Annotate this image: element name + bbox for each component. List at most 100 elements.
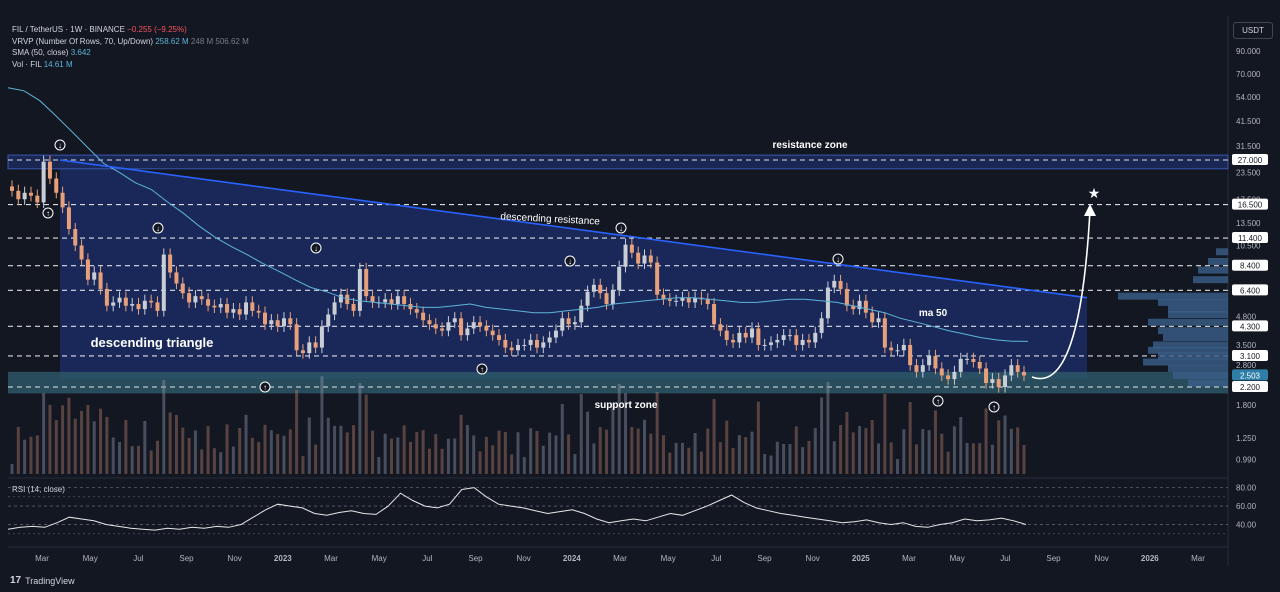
symbol-row[interactable]: FIL / TetherUS · 1W · BINANCE −0.255 (−9… [12,24,249,36]
volume-bar [193,430,197,474]
volume-bar [902,429,906,474]
candle-body [433,324,438,329]
up-arrow-marker-icon [476,363,488,375]
candle-body [130,304,135,306]
candle-body [825,287,830,319]
time-tick-label: Jul [422,554,432,563]
time-tick-label: 2025 [852,554,870,563]
time-tick-label: Mar [324,554,338,563]
volume-bar [491,445,495,474]
down-arrow-glyph: ↓ [619,224,623,233]
price-level-tag: 4.300 [1232,320,1268,332]
rsi-legend[interactable]: RSI (14, close) [12,485,65,494]
volume-bar [718,442,722,474]
volume-bar [225,424,229,474]
volume-bar [402,425,406,474]
volume-bar [263,424,267,474]
price-tick-label: 13.500 [1236,219,1261,228]
volume-bar [668,452,672,474]
candle-body [446,322,451,331]
volume-bar [377,457,381,474]
currency-button[interactable]: USDT [1233,22,1273,39]
volume-profile-bar [1143,358,1228,366]
volume-bar [687,447,691,474]
candle-body [332,302,337,315]
up-arrow-glyph: ↑ [480,365,484,374]
price-level-tag: 11.400 [1232,232,1268,244]
vrvp-row[interactable]: VRVP (Number Of Rows, 70, Up/Down) 258.6… [12,36,249,48]
volume-bar [111,437,115,474]
price-level-tag-text: 11.400 [1238,234,1262,243]
volume-bar [560,403,564,474]
candle-body [484,326,489,331]
volume-bar [364,394,368,474]
volume-bar [990,444,994,474]
volume-bar [440,448,444,474]
volume-bar [35,435,39,474]
candle-body [648,255,653,263]
volume-profile-bar [1188,379,1228,387]
volume-bar [105,417,109,474]
candle-body [724,330,729,340]
volume-bar [712,399,716,474]
volume-bar [421,430,425,474]
candle-body [794,335,799,345]
candle-body [288,318,293,325]
candle-body [844,288,849,306]
up-arrow-glyph: ↑ [263,383,267,392]
candle-body [275,320,280,327]
candle-body [142,300,147,310]
volume-bar [257,441,261,474]
down-arrow-glyph: ↓ [58,141,62,150]
candle-body [756,328,761,345]
candle-body [655,262,660,295]
volume-bar [503,431,507,474]
candle-body [503,339,508,348]
candle-body [345,294,350,305]
candle-body [509,347,514,351]
volume-bar [737,435,741,474]
candle-body [787,335,792,337]
candle-body [427,320,432,325]
price-tick-label: 1.800 [1236,401,1257,410]
price-level-tag: 8.400 [1232,259,1268,271]
candle-body [958,358,963,372]
candle-body [300,350,305,354]
candle-body [28,192,33,196]
candle-body [250,302,255,311]
candle-body [889,347,894,351]
volume-bar [396,437,400,474]
volume-profile-bar [1158,327,1228,335]
sma-row[interactable]: SMA (50, close) 3.642 [12,47,249,59]
volume-bar [155,440,159,474]
volume-row[interactable]: Vol · FIL 14.61 M [12,59,249,71]
candle-body [579,305,584,323]
price-level-tag: 27.000 [1232,154,1268,165]
candle-body [572,322,577,325]
down-arrow-glyph: ↓ [156,224,160,233]
volume-bar [883,394,887,474]
vrvp-value-2: 248 M [190,36,214,46]
tradingview-logo[interactable]: 17 TradingView [10,575,75,586]
price-tick-label: 31.500 [1236,142,1261,151]
volume-bar [851,432,855,474]
time-tick-label: Jul [133,554,143,563]
symbol-title: FIL / TetherUS · 1W · BINANCE [12,25,125,34]
candle-body [370,296,375,303]
candle-body [402,296,407,305]
price-level-tag: 2.503 [1232,369,1268,381]
volume-bar [554,435,558,474]
volume-bar [1003,415,1007,474]
volume-bar [510,454,514,474]
up-arrow-marker-icon [932,395,944,407]
down-arrow-glyph: ↓ [836,255,840,264]
volume-bar [573,454,577,474]
volume-bar [124,419,128,474]
volume-bar [839,425,843,474]
volume-bar [326,417,330,474]
volume-profile-bar [1198,266,1228,274]
volume-bar [295,390,299,474]
volume-bar [744,437,748,474]
time-tick-label: Sep [757,554,772,563]
